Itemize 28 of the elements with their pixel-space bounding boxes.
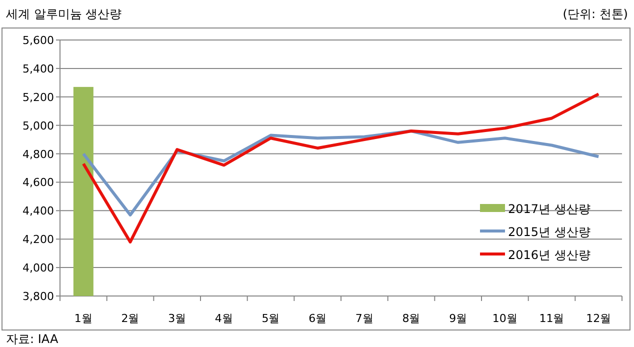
x-tick-label: 9월 [449,312,468,325]
y-tick-label: 5,600 [22,34,54,47]
y-tick-label: 5,400 [22,62,54,76]
x-tick-label: 6월 [308,312,327,325]
x-tick-label: 2월 [121,312,140,325]
y-tick-label: 4,600 [22,176,54,190]
legend-label: 2016년 생산량 [508,248,590,262]
y-tick-label: 4,800 [22,148,54,161]
x-tick-label: 1월 [74,312,92,325]
x-tick-label: 8월 [402,312,420,325]
legend-label: 2015년 생산량 [508,225,590,239]
x-tick-label: 4월 [214,312,233,325]
y-tick-label: 4,400 [22,204,54,218]
x-tick-label: 5월 [262,312,280,325]
x-tick-label: 11월 [539,312,564,325]
y-tick-label: 4,200 [22,233,54,246]
legend-label: 2017년 생산량 [508,202,590,216]
x-tick-label: 12월 [586,312,612,325]
x-tick-label: 10월 [492,312,518,325]
y-tick-label: 3,800 [22,290,54,303]
y-tick-label: 4,000 [22,262,54,275]
y-tick-label: 5,000 [22,119,54,132]
y-tick-label: 5,200 [22,90,54,104]
chart-title: 세계 알루미늄 생산량 [6,7,122,21]
x-tick-label: 3월 [168,312,186,325]
x-tick-label: 7월 [355,312,374,325]
text: 자료: IAA [6,332,59,346]
text: (단위: 천톤) [562,7,628,21]
